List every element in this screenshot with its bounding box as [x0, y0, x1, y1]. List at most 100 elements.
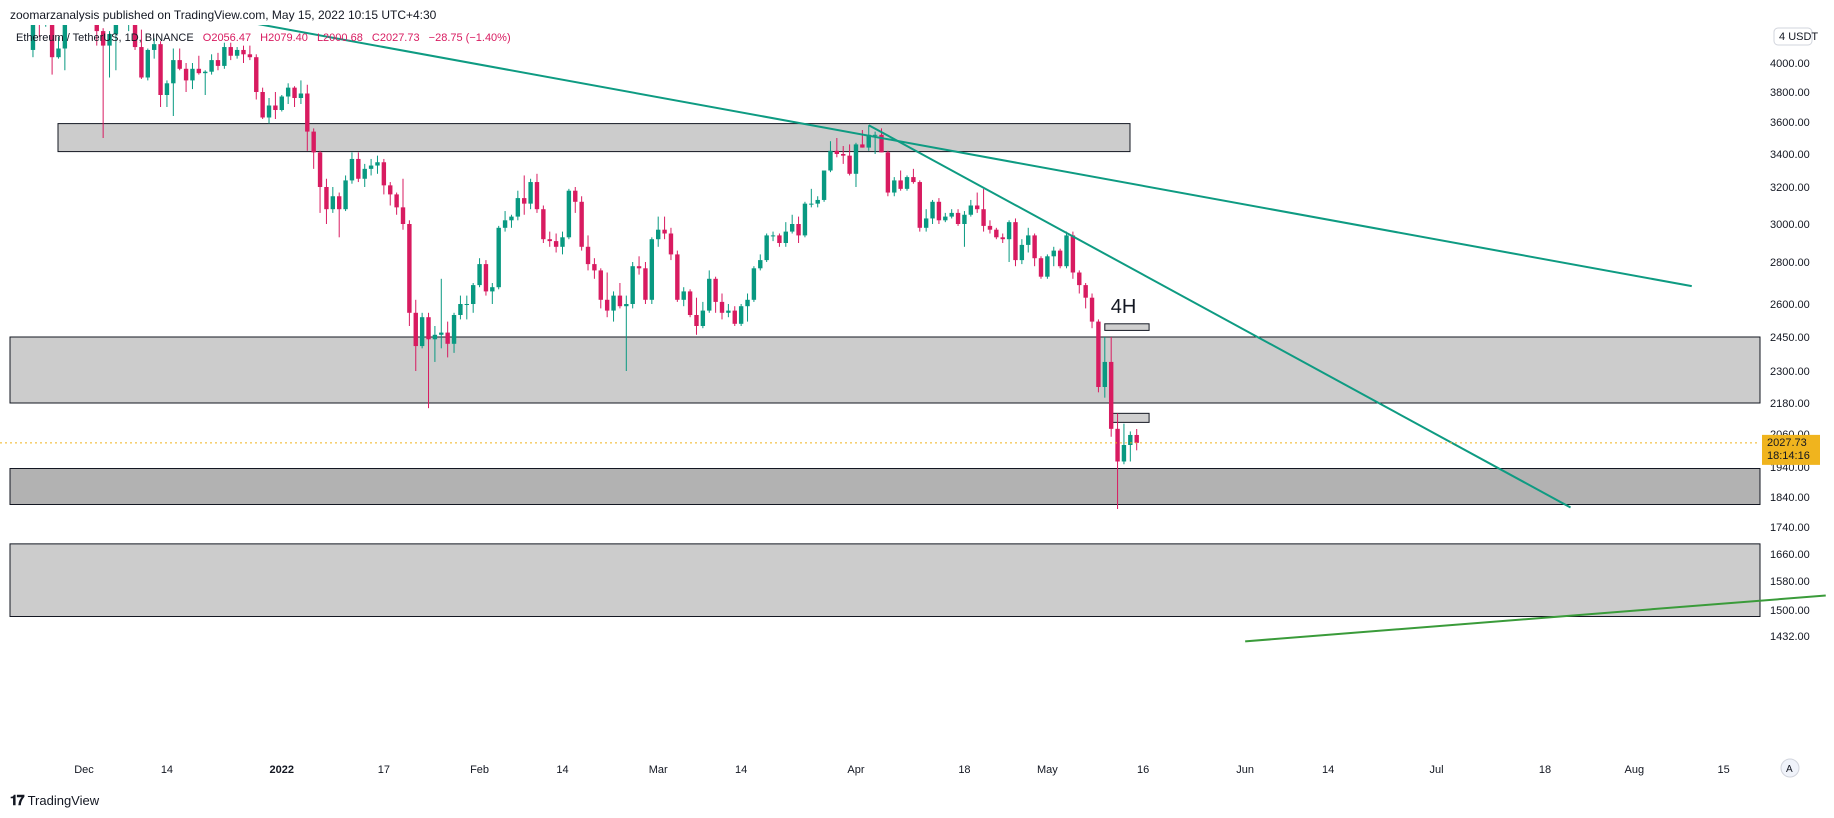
support-resistance-zones [9, 123, 1761, 617]
axis-digit: 4 [1779, 31, 1788, 43]
candle-body [802, 203, 808, 236]
time-scale-bg[interactable] [0, 755, 1760, 790]
candle-body [1108, 361, 1114, 429]
candle-body [254, 57, 259, 92]
candle-body [624, 304, 629, 307]
publish-header: zoomarzanalysis published on TradingView… [10, 8, 437, 22]
y-tick-label: 1740.00 [1770, 522, 1810, 534]
candle-body [509, 216, 514, 221]
legend-low: L2000.68 [317, 32, 363, 44]
candle-body [777, 235, 782, 243]
zone-2 [9, 468, 1761, 505]
currency-button[interactable]: 4 USDT [1773, 27, 1818, 46]
candle-body [381, 162, 387, 186]
candle-body [770, 235, 776, 237]
candle-body [394, 194, 399, 208]
candle-body [809, 203, 814, 205]
candle-body [923, 218, 929, 228]
candle-body [553, 241, 559, 247]
candle-body [368, 165, 374, 169]
candle-body [260, 92, 265, 118]
candle-body [1006, 222, 1012, 240]
candle-body [987, 225, 993, 230]
svg-text:4 USDT: 4 USDT [1779, 31, 1818, 43]
candle-body [617, 295, 623, 307]
candle-body [1096, 321, 1101, 387]
candle-body [541, 209, 546, 240]
candle-body [726, 310, 731, 313]
candle-body [841, 154, 846, 156]
y-tick-label: 1940.00 [1770, 462, 1810, 474]
price-scale-bg[interactable] [1760, 25, 1834, 790]
candle-body [560, 237, 565, 247]
y-tick-label: 2300.00 [1770, 366, 1810, 378]
candle-body [164, 83, 170, 95]
annotation-4h: 4H [1111, 296, 1137, 318]
candle-body [1057, 250, 1063, 267]
candle-body [145, 49, 150, 78]
candle-body [796, 224, 801, 236]
candle-body [292, 87, 297, 98]
candle-body [56, 48, 61, 58]
candle-body [1019, 244, 1025, 261]
candle-body [94, 0, 99, 32]
small-zone-1 [1110, 412, 1150, 423]
candle-body [311, 131, 316, 153]
trendline-0 [205, 13, 1692, 288]
zone-3 [9, 543, 1761, 617]
small-zone-0 [1104, 323, 1150, 331]
candle-body [566, 190, 572, 238]
scale-mode-label: A [1786, 764, 1793, 775]
tradingview-logo-icon: 𝟏𝟕 [10, 792, 25, 808]
candle-body [598, 270, 603, 300]
candle-body [719, 301, 725, 313]
candle-body [713, 278, 718, 302]
candle-body [317, 152, 323, 187]
candle-body [668, 233, 674, 255]
y-tick-label: 3200.00 [1770, 182, 1810, 194]
candle-body [279, 96, 284, 110]
candle-body [1121, 445, 1127, 462]
time-axis[interactable]: Dec 14 2022 17 Feb 14 Mar 14 Apr 18 May 16 Jun 14 Jul 1… [74, 764, 1730, 776]
x-tick-label: 15 [1718, 764, 1730, 776]
candle-body [528, 182, 533, 204]
candle-body [496, 227, 501, 288]
price-badge: 2027.73 18:14:16 [1762, 434, 1820, 465]
chart-area[interactable]: 4H Ethereum / TetherUS, 1D, BINANCE O205… [0, 0, 1834, 790]
currency-label: USDT [1788, 31, 1818, 43]
candle-body [994, 229, 999, 238]
candle-body [630, 266, 635, 304]
candle-body [949, 212, 954, 217]
candle-body [151, 44, 157, 50]
y-tick-label: 2800.00 [1770, 257, 1810, 269]
y-tick-label: 1432.00 [1770, 631, 1810, 643]
candle-body [1064, 235, 1069, 267]
x-tick-label: 14 [556, 764, 568, 776]
candle-body [464, 304, 469, 305]
candle-body [49, 0, 55, 58]
candle-body [834, 150, 840, 154]
footer[interactable]: 𝟏𝟕 TradingView [10, 792, 99, 809]
candle-body [477, 264, 482, 286]
x-tick-label: Aug [1625, 764, 1645, 776]
price-axis[interactable]: 4000.00 3800.00 3600.00 3400.00 3200.00 3000.… [1770, 58, 1810, 643]
scale-mode-button[interactable]: A [1780, 758, 1800, 778]
badge-countdown: 18:14:16 [1767, 450, 1810, 462]
candle-body [547, 239, 552, 242]
candle-body [343, 180, 348, 210]
candle-body [445, 332, 450, 344]
y-tick-label: 1580.00 [1770, 576, 1810, 588]
candle-body [1083, 285, 1088, 298]
x-tick-label: 18 [958, 764, 970, 776]
y-tick-label: 2600.00 [1770, 299, 1810, 311]
candle-body [1045, 256, 1050, 277]
price-chart[interactable]: 4H Ethereum / TetherUS, 1D, BINANCE O205… [0, 0, 1834, 790]
candle-body [911, 177, 916, 183]
candle-body [183, 68, 189, 81]
candle-body [426, 317, 431, 340]
candle-body [62, 20, 68, 49]
trendline-2 [1245, 594, 1826, 643]
candle-body [955, 212, 961, 224]
x-tick-label: 16 [1137, 764, 1149, 776]
candle-body [968, 205, 974, 215]
